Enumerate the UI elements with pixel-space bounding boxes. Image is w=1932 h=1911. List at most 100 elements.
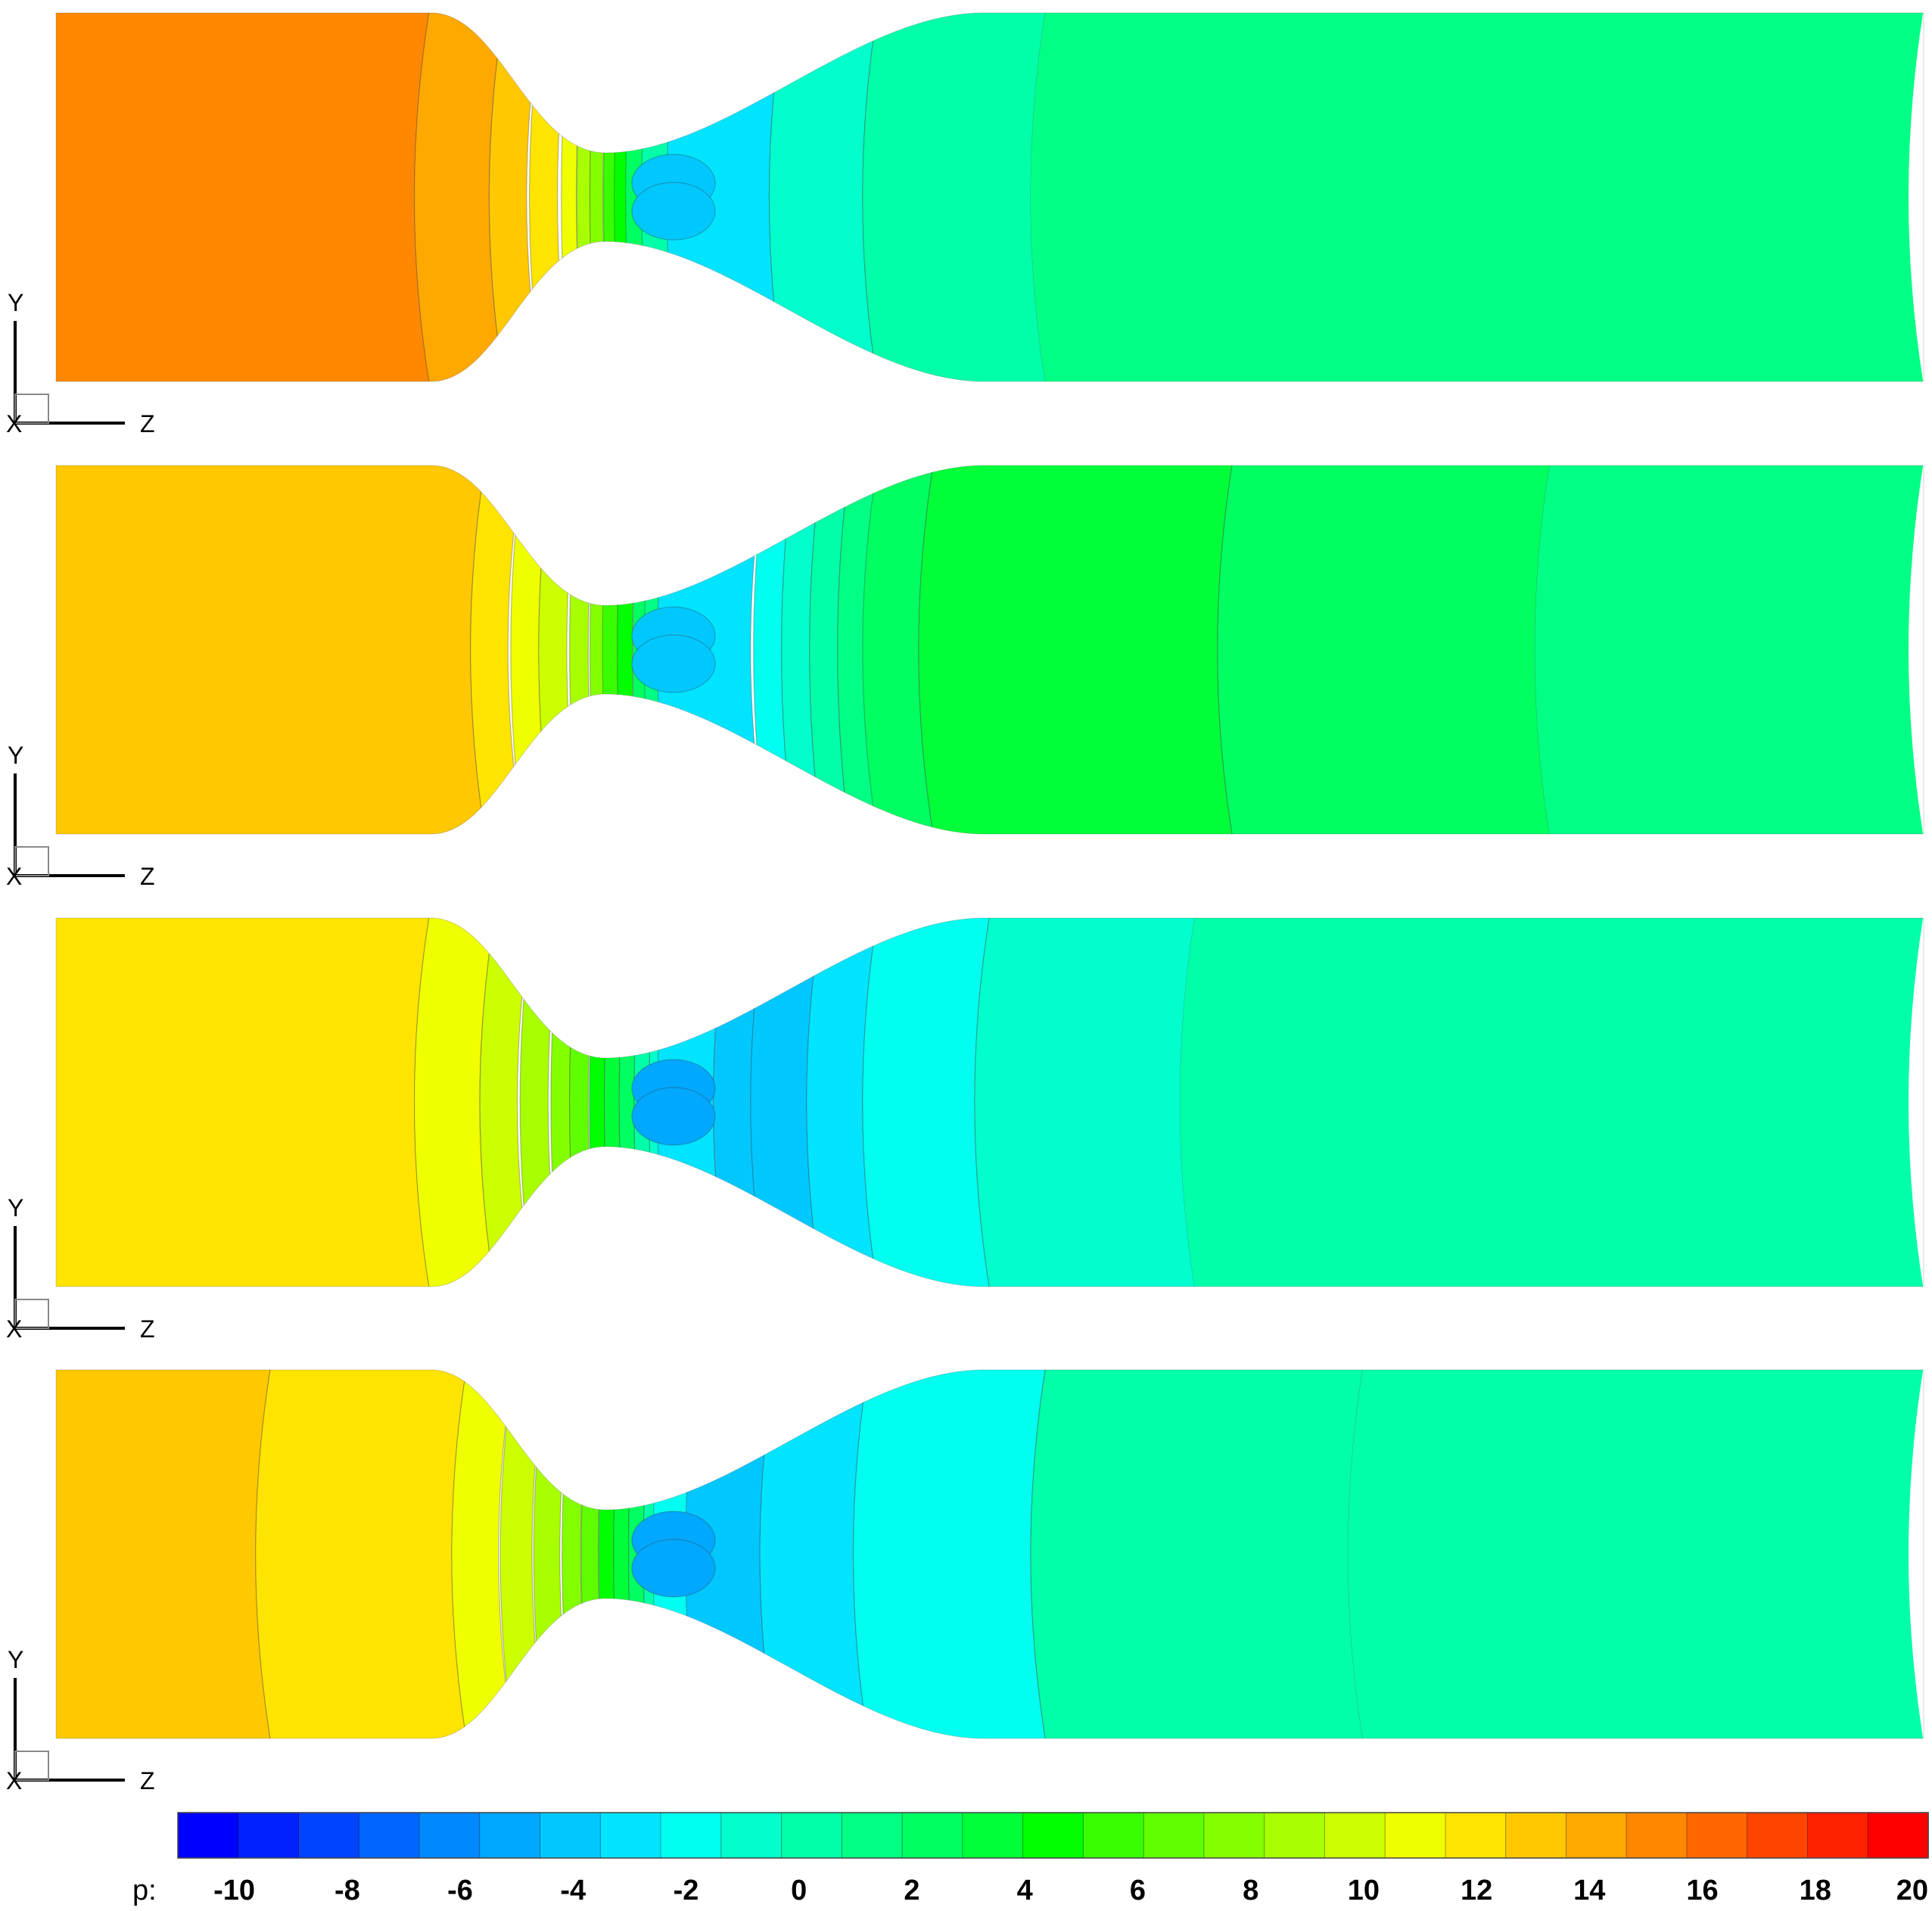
contour-band [488, 13, 543, 381]
colorbar-swatch [1445, 1812, 1507, 1859]
contour-band [862, 918, 991, 1287]
contour-band [1535, 465, 1924, 834]
contour-panel-3: Y Z X [6, 917, 1924, 1343]
axis-triad: Y Z X [6, 1194, 155, 1343]
colorbar-variable-label: p: [132, 1875, 157, 1906]
contour-bands [56, 465, 1924, 834]
colorbar-swatch [298, 1812, 360, 1859]
colorbar-swatch [418, 1812, 481, 1859]
z-axis-label: Z [140, 410, 155, 437]
colorbar-tick-label: 20 [1896, 1875, 1928, 1906]
colorbar-swatch [901, 1812, 963, 1859]
contour-panel-2: Y Z X [6, 465, 1924, 890]
colorbar-tick-label: 18 [1800, 1875, 1831, 1906]
panels-layer: Y Z X Y Z X Y Z X Y Z X [6, 12, 1924, 1794]
colorbar-swatch [1626, 1812, 1688, 1859]
contour-bands [56, 13, 1924, 381]
colorbar-tick-label: 0 [791, 1875, 807, 1906]
contour-bands [56, 918, 1924, 1287]
channel-outline [55, 12, 1924, 382]
colorbar-tick-label: 6 [1130, 1875, 1146, 1906]
colorbar-swatch [238, 1812, 300, 1859]
colorbar-swatch [540, 1812, 602, 1859]
colorbar-swatch [1867, 1812, 1930, 1859]
x-axis-label: X [6, 1767, 22, 1794]
y-axis-label: Y [8, 1646, 23, 1673]
contour-panel-1: Y Z X [6, 12, 1924, 437]
colorbar-tick-label: -8 [334, 1875, 360, 1906]
low-pressure-lobe [631, 182, 716, 241]
x-axis-box [14, 846, 49, 876]
contour-band [414, 918, 496, 1287]
colorbar-swatch [1747, 1812, 1809, 1859]
colorbar-swatch [781, 1812, 843, 1859]
contour-panel-4: Y Z X [6, 1369, 1924, 1794]
colorbar-swatch [1686, 1812, 1748, 1859]
colorbar-swatch [1324, 1812, 1386, 1859]
x-axis-label: X [6, 410, 22, 437]
colorbar-swatch [1384, 1812, 1446, 1859]
x-axis-label: X [6, 863, 22, 890]
colorbar-tick-label: 8 [1243, 1875, 1258, 1906]
colorbar-swatch [1565, 1812, 1628, 1859]
colorbar-frame [177, 1812, 1929, 1859]
z-axis-label: Z [140, 1767, 155, 1794]
colorbar-tick-label: -2 [674, 1875, 699, 1906]
y-axis-label: Y [8, 1194, 23, 1222]
contour-band [974, 918, 1196, 1287]
colorbar-legend: p: -10 -8 -6 -4 -2 0 2 4 6 8 10 12 14 16 18 20 [132, 1812, 1930, 1906]
x-axis-box [14, 394, 49, 424]
colorbar-tick-label: 10 [1348, 1875, 1380, 1906]
contour-band [1030, 1370, 1364, 1738]
contour-bands [56, 1370, 1924, 1738]
colorbar-tick-label: -4 [560, 1875, 586, 1906]
contour-band [56, 465, 487, 834]
colorbar-swatch [1143, 1812, 1205, 1859]
colorbar-swatch [841, 1812, 904, 1859]
contour-band [1348, 1370, 1924, 1738]
channel-outline [55, 1369, 1924, 1739]
colorbar-tick-label: -10 [213, 1875, 255, 1906]
contour-band [1217, 465, 1551, 834]
colorbar-tick-label: 12 [1461, 1875, 1492, 1906]
contour-band [451, 1370, 515, 1738]
colorbar-swatch [1806, 1812, 1869, 1859]
colorbar-swatch [660, 1812, 722, 1859]
colorbar-swatch [1264, 1812, 1326, 1859]
channel-outline [55, 917, 1924, 1287]
colorbar-swatch [479, 1812, 541, 1859]
contour-band [56, 1370, 272, 1738]
colorbar-swatch [1022, 1812, 1084, 1859]
y-axis-label: Y [8, 289, 23, 316]
colorbar-swatch [962, 1812, 1024, 1859]
colorbar-tick-label: 2 [904, 1875, 919, 1906]
contour-band [470, 465, 524, 834]
colorbar-tick-label: 16 [1686, 1875, 1718, 1906]
x-axis-label: X [6, 1315, 22, 1343]
y-axis-label: Y [8, 742, 23, 769]
colorbar-swatch [1505, 1812, 1567, 1859]
contour-band [414, 13, 506, 381]
x-axis-box [14, 1299, 49, 1329]
contour-band [479, 918, 534, 1287]
contour-band [918, 465, 1234, 834]
colorbar-swatch [358, 1812, 421, 1859]
axis-triad: Y Z X [6, 742, 155, 890]
contour-band [853, 1370, 1047, 1738]
contour-band [1180, 918, 1924, 1287]
colorbar-tick-label: -6 [447, 1875, 473, 1906]
low-pressure-lobe [631, 1087, 716, 1146]
colorbar-swatch [1082, 1812, 1145, 1859]
contour-band [255, 1370, 468, 1738]
axis-triad: Y Z X [6, 1646, 155, 1794]
channel-outline [55, 465, 1924, 835]
colorbar-tick-label: 14 [1573, 1875, 1605, 1906]
contour-band [56, 918, 431, 1287]
colorbar-swatch [720, 1812, 782, 1859]
x-axis-box [14, 1751, 49, 1781]
contour-band [56, 13, 431, 381]
colorbar-tick-label: 4 [1017, 1875, 1033, 1906]
contour-band [759, 1370, 870, 1738]
